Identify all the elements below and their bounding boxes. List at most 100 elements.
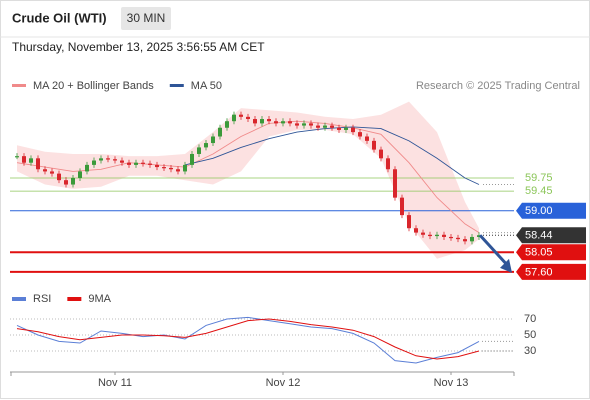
candle-body <box>435 234 439 237</box>
candle-body <box>141 162 145 164</box>
legend-swatch <box>12 84 26 87</box>
candle-body <box>204 143 208 148</box>
credit: Research © 2025 Trading Central <box>416 80 580 92</box>
candle-body <box>330 125 334 128</box>
level-tag <box>516 244 586 261</box>
candle-body <box>407 215 411 229</box>
x-tick-label: Nov 12 <box>266 377 301 389</box>
candle-body <box>372 140 376 150</box>
candle-body <box>379 149 383 159</box>
level-label: 59.00 <box>525 205 553 217</box>
candle-body <box>99 158 103 161</box>
indicator-line <box>16 318 480 360</box>
level-label: 57.60 <box>525 266 553 278</box>
candle-body <box>442 234 446 237</box>
candle-body <box>232 114 236 122</box>
candle-body <box>470 236 474 242</box>
candle-body <box>92 160 96 165</box>
x-tick-label: Nov 13 <box>434 377 469 389</box>
forecast-arrow <box>478 234 510 267</box>
level-tag <box>516 202 586 219</box>
x-tick-label: Nov 11 <box>98 377 132 389</box>
y-tick-label: 50 <box>524 329 536 341</box>
candle-body <box>274 121 278 124</box>
candle-body <box>456 237 460 240</box>
bollinger-band <box>17 101 479 259</box>
legend-label: 9MA <box>88 293 111 305</box>
candle-body <box>351 127 355 133</box>
candle-body <box>64 180 68 185</box>
legend-swatch <box>12 297 26 301</box>
interval-badge <box>121 7 171 30</box>
candle-body <box>253 119 257 124</box>
datetime: Thursday, November 13, 2025 3:56:55 AM C… <box>12 40 265 54</box>
candle-body <box>78 171 82 178</box>
candle-body <box>211 136 215 144</box>
title: Crude Oil (WTI) <box>12 10 107 25</box>
level-tag <box>516 263 586 280</box>
legend-swatch <box>67 297 82 301</box>
candle-body <box>113 159 117 161</box>
candle-body <box>36 158 40 170</box>
level-label: 58.44 <box>525 230 553 242</box>
candle-body <box>365 136 369 141</box>
candle-body <box>400 197 404 216</box>
candle-body <box>260 119 264 124</box>
candle-body <box>127 162 131 165</box>
legend-label: MA 50 <box>191 80 222 92</box>
candle-body <box>288 121 292 124</box>
candle-body <box>183 164 187 172</box>
interval: 30 MIN <box>127 11 166 25</box>
level-label: 59.45 <box>525 185 553 197</box>
candle-body <box>134 162 138 165</box>
candle-body <box>197 147 201 154</box>
ma-line <box>16 120 480 233</box>
candle-body <box>337 127 341 130</box>
level-tag <box>516 227 586 244</box>
candle-body <box>421 232 425 235</box>
candle-body <box>176 169 180 172</box>
candle-body <box>239 114 243 117</box>
candle-body <box>169 167 173 170</box>
candle-body <box>43 169 47 172</box>
candle-body <box>295 123 299 126</box>
forecast-arrow-head <box>500 258 512 273</box>
candle-body <box>22 156 26 163</box>
candle-body <box>309 123 313 126</box>
candle-body <box>190 153 194 165</box>
candle-body <box>393 169 397 198</box>
candle-body <box>414 228 418 233</box>
candle-body <box>85 164 89 172</box>
indicator-line <box>16 316 480 364</box>
candle-body <box>218 127 222 137</box>
candle-body <box>57 173 61 181</box>
candle-body <box>246 116 250 120</box>
legend-label: MA 20 + Bollinger Bands <box>33 80 154 92</box>
legend-label: RSI <box>33 293 51 305</box>
level-label: 58.05 <box>525 247 553 259</box>
candle-body <box>155 164 159 168</box>
candle-body <box>281 121 285 124</box>
candle-body <box>463 239 467 242</box>
candle-body <box>15 156 19 158</box>
y-tick-label: 30 <box>524 345 536 357</box>
candle-body <box>162 167 166 169</box>
candle-body <box>302 123 306 126</box>
candle-body <box>148 163 152 165</box>
legend-swatch <box>169 84 184 87</box>
candle-body <box>428 234 432 237</box>
candle-body <box>106 158 110 160</box>
candle-body <box>323 125 327 128</box>
y-tick-label: 70 <box>524 313 536 325</box>
candle-body <box>358 132 362 137</box>
candle-body <box>50 171 54 174</box>
candle-body <box>225 121 229 128</box>
candle-body <box>29 158 33 163</box>
candle-body <box>71 177 75 185</box>
candle-body <box>386 158 390 170</box>
candle-body <box>120 160 124 163</box>
candle-body <box>477 235 481 237</box>
candle-body <box>316 125 320 128</box>
